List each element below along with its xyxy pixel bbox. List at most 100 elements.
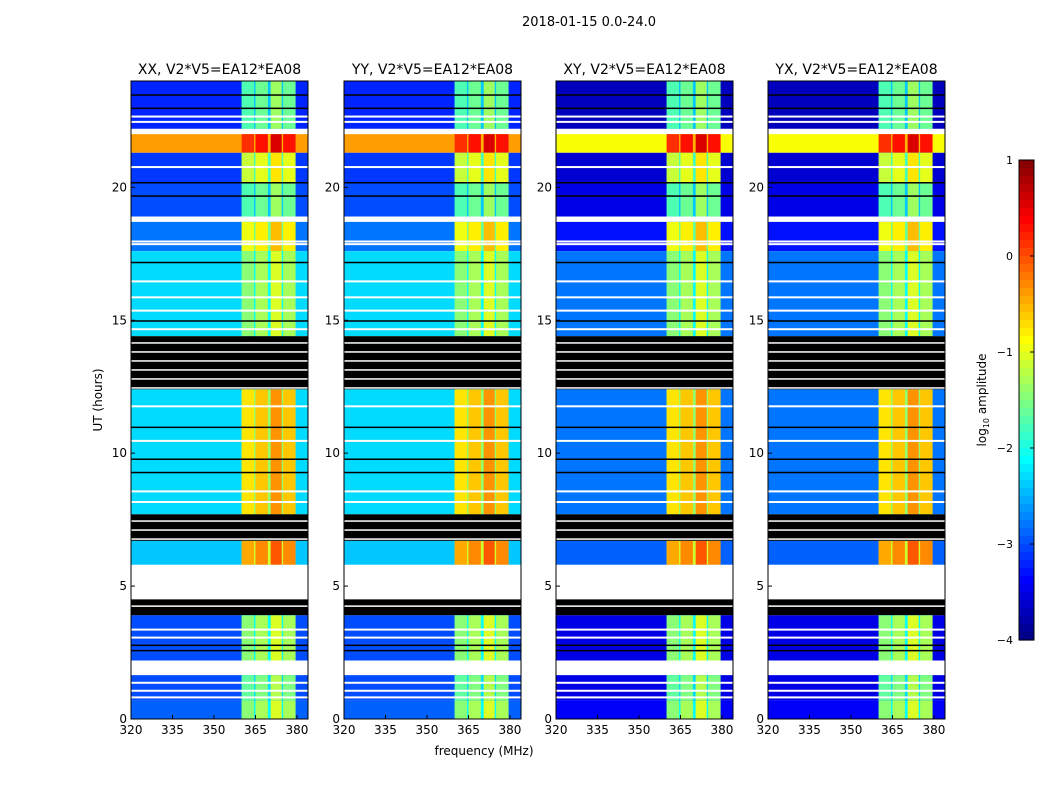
white-line (556, 520, 733, 522)
rfi-cell (878, 182, 892, 217)
colorbar-swatch (1019, 440, 1034, 449)
colorbar-swatch (1019, 280, 1034, 289)
white-line (556, 689, 733, 692)
white-line (768, 681, 945, 684)
white-line (768, 243, 945, 246)
colorbar-swatch (1019, 304, 1034, 313)
black-line (131, 182, 308, 184)
rfi-cell (483, 675, 495, 701)
y-tick-label: 10 (749, 446, 764, 460)
colorbar-swatch (1019, 224, 1034, 233)
white-line (131, 689, 308, 692)
rfi-gap-cell (454, 134, 509, 153)
y-tick-label: 5 (756, 579, 764, 593)
black-line (131, 94, 308, 96)
white-line (131, 681, 308, 684)
x-tick-label: 350 (840, 723, 863, 737)
colorbar-swatch (1019, 176, 1034, 185)
rfi-cell (454, 389, 468, 515)
colorbar-swatch (1019, 360, 1034, 369)
y-tick-label: 10 (112, 446, 127, 460)
panel-xy: XY, V2*V5=EA12*EA08 320 335 350 365 380 0 5 10 15… (537, 62, 734, 737)
colorbar-swatch (1019, 448, 1034, 457)
white-line (131, 696, 308, 699)
white-line (556, 490, 733, 493)
rfi-cell (468, 251, 481, 337)
white-line (344, 538, 521, 540)
white-line (131, 628, 308, 631)
colorbar-swatch (1019, 456, 1034, 465)
white-line (768, 520, 945, 522)
colorbar-swatch (1019, 312, 1034, 321)
rfi-cell (270, 251, 282, 337)
white-line (768, 501, 945, 504)
rfi-cell (454, 540, 468, 565)
white-line (768, 580, 945, 583)
colorbar-swatch (1019, 184, 1034, 193)
white-line (556, 605, 733, 607)
white-line (556, 405, 733, 408)
x-tick-label: 320 (545, 723, 568, 737)
black-line (344, 649, 521, 652)
rfi-cell (666, 675, 680, 701)
x-tick-label: 320 (120, 723, 143, 737)
rfi-cell (920, 221, 933, 252)
white-line (344, 120, 521, 123)
colorbar-swatch (1019, 336, 1034, 345)
rfi-cell (483, 700, 495, 719)
rfi-cell (907, 251, 919, 337)
rfi-cell (878, 221, 892, 252)
white-line (556, 696, 733, 699)
rfi-cell (270, 700, 282, 719)
x-tick-label: 365 (881, 723, 904, 737)
colorbar-swatch (1019, 592, 1034, 601)
rfi-cell (666, 540, 680, 565)
panel-xx: XX, V2*V5=EA12*EA08 320 335 350 365 380 0 5 10 15… (112, 62, 309, 737)
colorbar-swatch (1019, 392, 1034, 401)
x-tick-label: 350 (416, 723, 439, 737)
white-line (131, 240, 308, 243)
rfi-cell (708, 389, 721, 515)
rfi-cell (907, 134, 919, 153)
black-line (556, 426, 733, 429)
white-line (768, 689, 945, 692)
rfi-cell (496, 182, 509, 217)
flagged-segment (344, 660, 521, 676)
flagged-segment (556, 336, 733, 390)
rfi-cell (270, 389, 282, 515)
black-line (556, 195, 733, 197)
white-line (768, 696, 945, 699)
flagged-segment (768, 336, 945, 390)
colorbar-swatch (1019, 320, 1034, 329)
rfi-cell (708, 251, 721, 337)
colorbar-swatch (1019, 416, 1034, 425)
rfi-cell (907, 389, 919, 515)
rfi-cell (468, 389, 481, 515)
rfi-cell (468, 182, 481, 217)
white-line (344, 580, 521, 583)
white-line (556, 166, 733, 169)
rfi-cell (283, 251, 296, 337)
rfi-cell (680, 221, 693, 252)
white-line (556, 351, 733, 353)
white-line (768, 296, 945, 299)
white-line (768, 309, 945, 312)
white-line (344, 501, 521, 504)
rfi-cell (496, 134, 509, 153)
panel-title: YX, V2*V5=EA12*EA08 (774, 62, 937, 78)
colorbar-swatch (1019, 264, 1034, 273)
rfi-cell (878, 540, 892, 565)
black-line (556, 107, 733, 110)
white-line (131, 636, 308, 639)
y-tick-label: 10 (537, 446, 552, 460)
rfi-cell (892, 700, 905, 719)
white-line (556, 378, 733, 380)
colorbar-swatch (1019, 216, 1034, 225)
colorbar-swatch (1019, 432, 1034, 441)
colorbar-swatch (1019, 296, 1034, 305)
white-line (344, 360, 521, 362)
rfi-cell (680, 182, 693, 217)
rfi-cell (892, 134, 905, 153)
colorbar-tick-label: 1 (1006, 154, 1013, 167)
flagged-segment (131, 336, 308, 390)
